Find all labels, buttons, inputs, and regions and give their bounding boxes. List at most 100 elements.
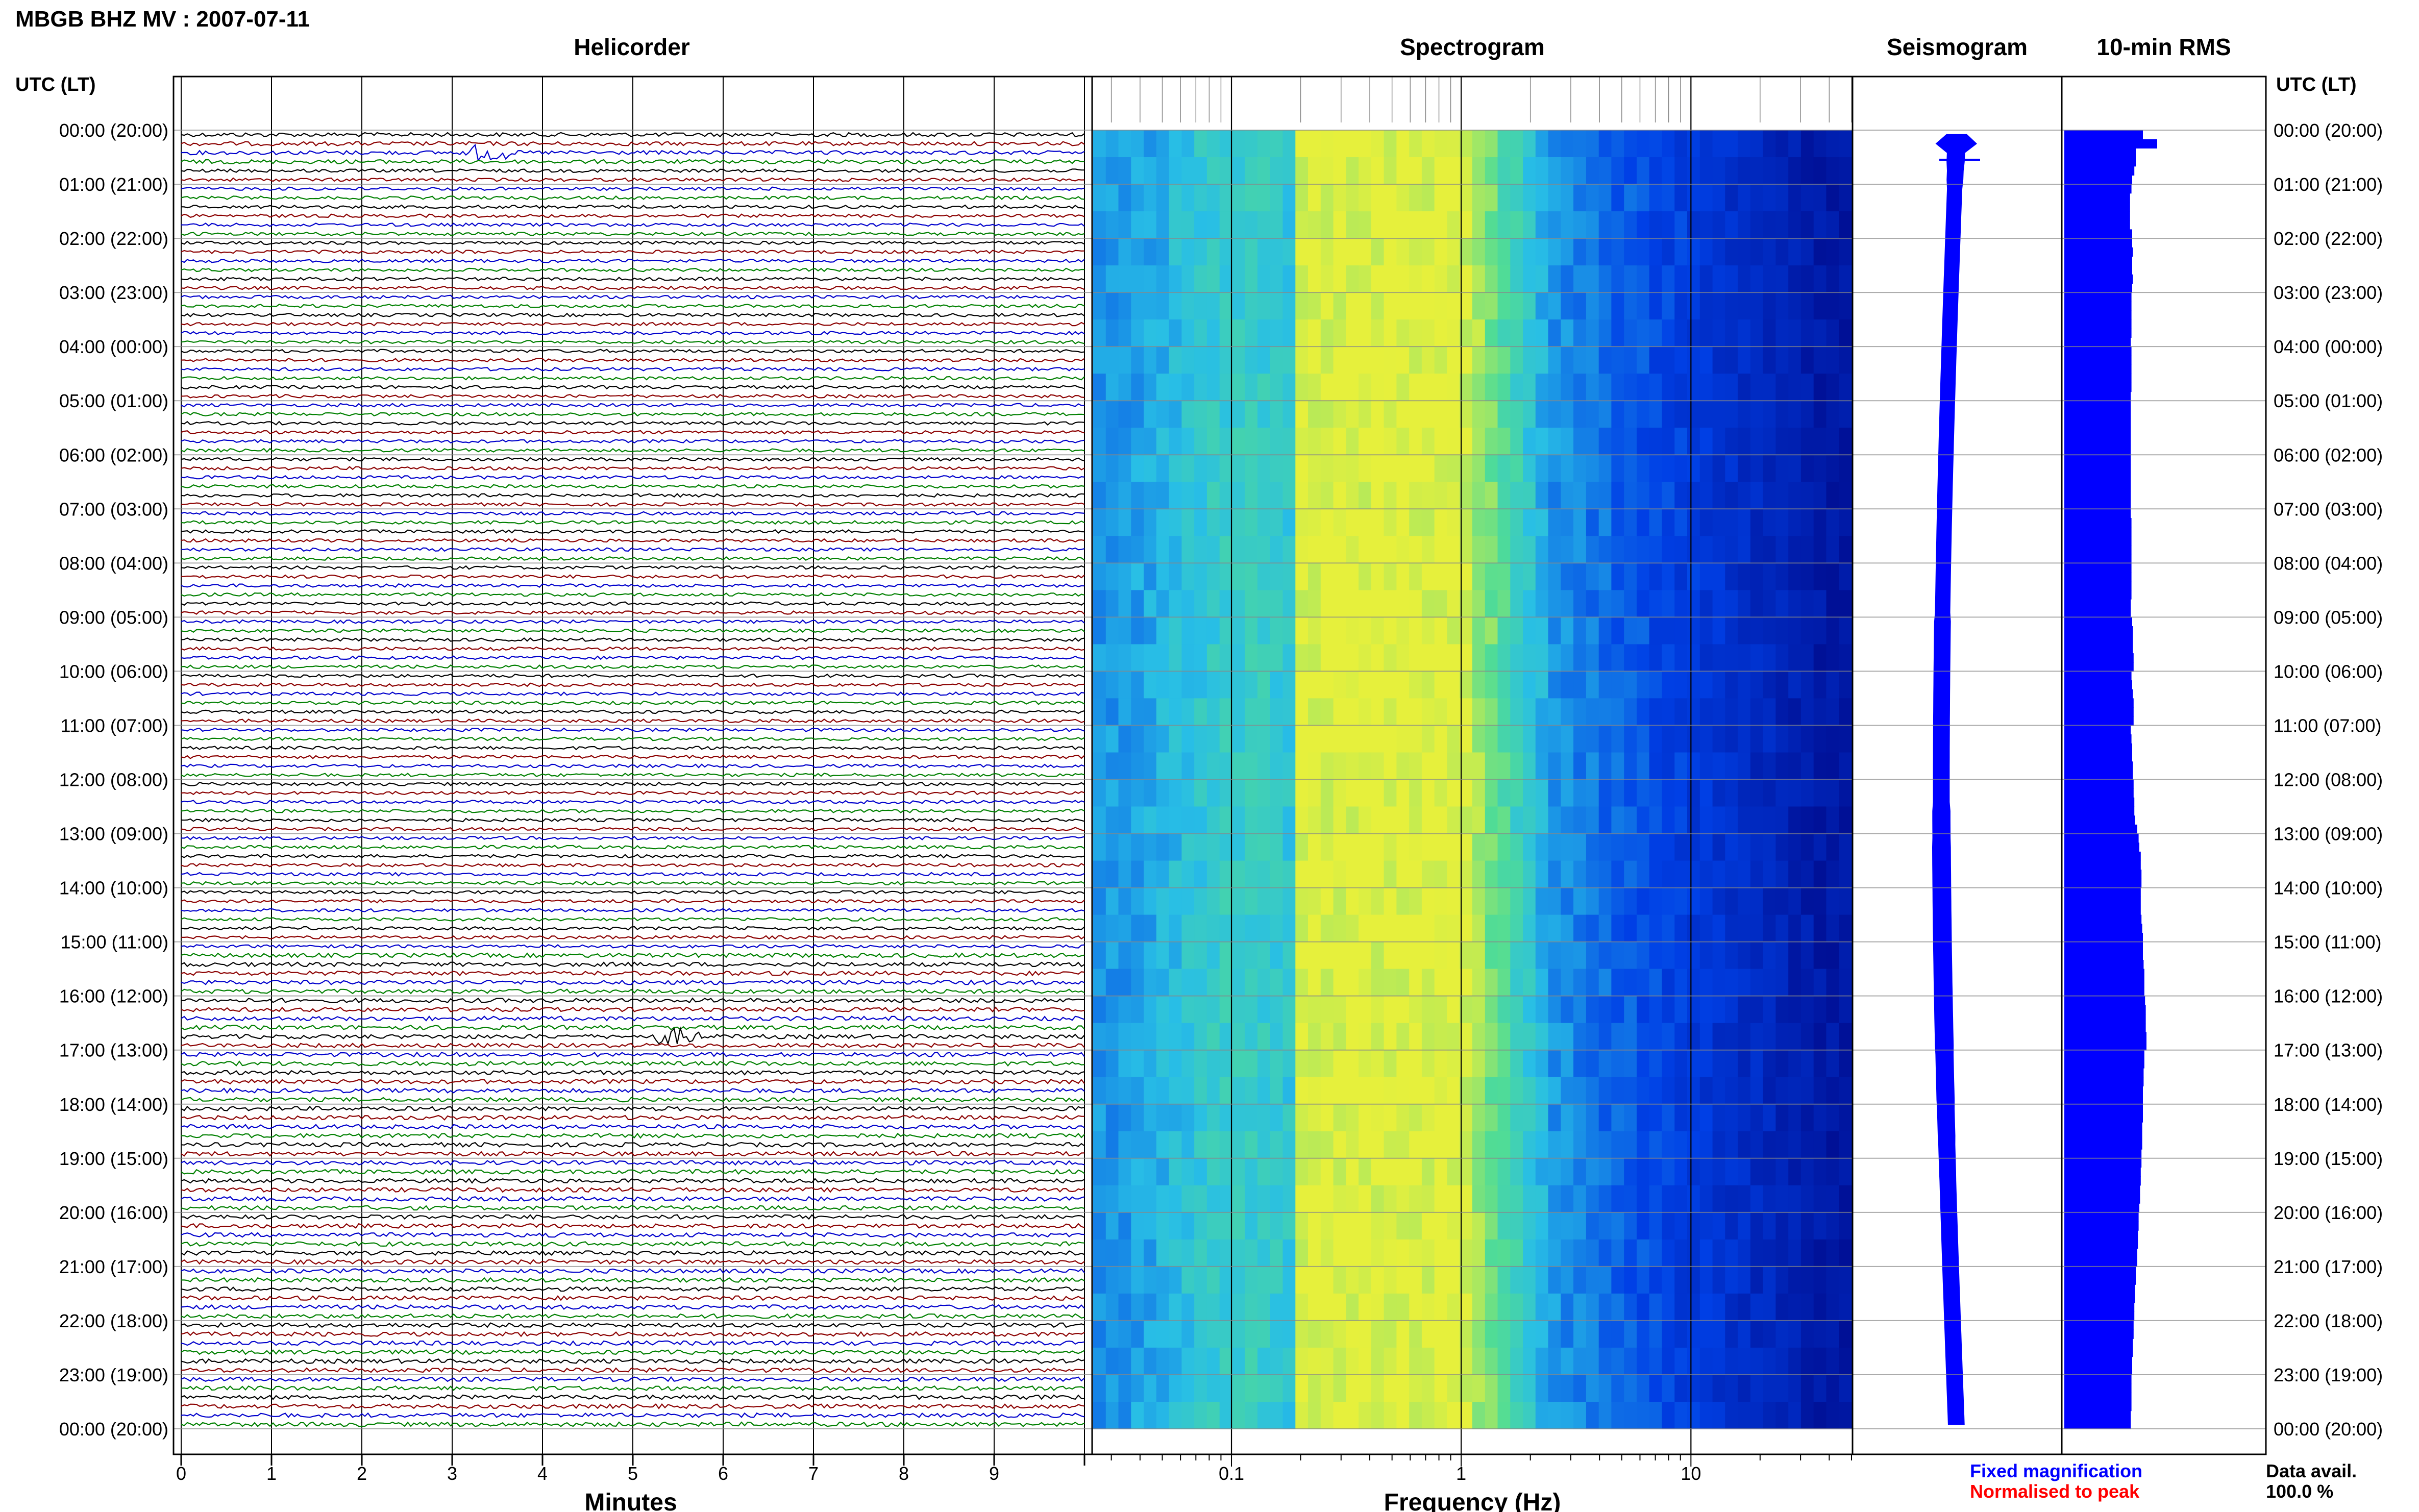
spectrogram-cell	[1295, 779, 1309, 807]
spectrogram-cell	[1206, 941, 1220, 970]
spectrogram-cell	[1788, 211, 1801, 239]
spectrogram-cell	[1169, 590, 1182, 618]
spectrogram-cell	[1535, 1212, 1549, 1240]
spectrogram-cell	[1131, 563, 1144, 591]
spectrogram-cell	[1346, 1104, 1359, 1132]
spectrogram-cell	[1333, 644, 1347, 672]
legend-normalised-to-peak: Normalised to peak	[1970, 1481, 2140, 1502]
spectrogram-cell	[1738, 725, 1751, 753]
helicorder-trace	[181, 1051, 1085, 1058]
spectrogram-cell	[1687, 671, 1700, 699]
spectrogram-cell	[1156, 184, 1170, 212]
spectrogram-cell	[1738, 590, 1751, 618]
spectrogram-cell	[1384, 1077, 1397, 1105]
hour-label-right: 12:00 (08:00)	[2274, 770, 2383, 790]
spectrogram-cell	[1712, 401, 1726, 428]
helicorder-trace	[181, 195, 1085, 201]
spectrogram-cell	[1270, 779, 1283, 807]
spectrogram-cell	[1206, 860, 1220, 888]
spectrogram-cell	[1561, 211, 1574, 239]
rms-bar	[2064, 608, 2131, 617]
spectrogram-cell	[1409, 969, 1422, 997]
spectrogram-cell	[1206, 211, 1220, 239]
helicorder-trace	[181, 952, 1085, 958]
spectrogram-cell	[1800, 536, 1814, 564]
spectrogram-cell	[1649, 374, 1663, 401]
spectrogram-cell	[1472, 914, 1486, 943]
spectrogram-cell	[1257, 374, 1271, 401]
spectrogram-cell	[1624, 860, 1637, 888]
spectrogram-cell	[1093, 1131, 1106, 1159]
spectrogram-cell	[1472, 1077, 1486, 1105]
spectrogram-cell	[1371, 1266, 1385, 1294]
spectrogram-cell	[1813, 1077, 1827, 1105]
spectrogram-cell	[1750, 590, 1764, 618]
spectrogram-cell	[1295, 752, 1309, 780]
spectrogram-cell	[1775, 1158, 1789, 1186]
spectrogram-cell	[1699, 806, 1713, 834]
spectrogram-cell	[1826, 401, 1840, 428]
spectrogram-cell	[1775, 536, 1789, 564]
spectrogram-cell	[1662, 806, 1675, 834]
spectrogram-cell	[1535, 238, 1549, 266]
spectrogram-cell	[1699, 374, 1713, 401]
spectrogram-cell	[1396, 238, 1410, 266]
spectrogram-cell	[1131, 1402, 1144, 1429]
spectrogram-cell	[1333, 184, 1347, 212]
spectrogram-cell	[1232, 509, 1245, 537]
spectrogram-cell	[1093, 1185, 1106, 1213]
spectrogram-cell	[1788, 698, 1801, 726]
rms-bar	[2064, 455, 2131, 464]
spectrogram-cell	[1472, 536, 1486, 564]
spectrogram-cell	[1181, 184, 1195, 212]
spectrogram-cell	[1359, 1158, 1372, 1186]
helicorder-trace	[181, 727, 1085, 732]
spectrogram-cell	[1282, 509, 1296, 537]
spectrogram-cell	[1194, 644, 1207, 672]
helicorder-trace	[181, 285, 1085, 290]
spectrogram-cell	[1662, 1131, 1675, 1159]
spectrogram-cell	[1535, 1185, 1549, 1213]
spectrogram-cell	[1674, 1293, 1688, 1321]
spectrogram-cell	[1206, 779, 1220, 807]
spectrogram-cell	[1813, 1402, 1827, 1429]
spectrogram-cell	[1396, 1293, 1410, 1321]
spectrogram-cell	[1118, 1266, 1132, 1294]
spectrogram-cell	[1131, 1185, 1144, 1213]
rms-bar	[2064, 698, 2134, 708]
spectrogram-cell	[1219, 644, 1233, 672]
spectrogram-cell	[1598, 509, 1612, 537]
spectrogram-cell	[1270, 1050, 1283, 1078]
spectrogram-cell	[1725, 319, 1738, 347]
helicorder-trace	[181, 1196, 1085, 1202]
spectrogram-cell	[1270, 1266, 1283, 1294]
spectrogram-cell	[1359, 184, 1372, 212]
spectrogram-cell	[1295, 211, 1309, 239]
spectrogram-cell	[1232, 428, 1245, 455]
rms-bar	[2064, 364, 2132, 374]
spectrogram-cell	[1219, 1375, 1233, 1402]
spectrogram-cell	[1181, 752, 1195, 780]
helicorder-trace	[181, 872, 1085, 877]
spectrogram-cell	[1775, 265, 1789, 293]
spectrogram-cell	[1497, 319, 1511, 347]
helicorder-trace	[181, 1241, 1085, 1247]
spectrogram-cell	[1586, 1347, 1599, 1375]
spectrogram-cell	[1144, 1131, 1157, 1159]
spectrogram-cell	[1598, 1293, 1612, 1321]
spectrogram-cell	[1270, 184, 1283, 212]
spectrogram-cell	[1586, 779, 1599, 807]
spectrogram-cell	[1384, 1131, 1397, 1159]
minute-tick-label: 5	[628, 1463, 638, 1484]
spectrogram-cell	[1270, 887, 1283, 915]
helicorder-trace	[181, 682, 1085, 687]
helicorder-trace	[181, 267, 1085, 272]
spectrogram-cell	[1447, 1050, 1461, 1078]
spectrogram-cell	[1333, 157, 1347, 185]
spectrogram-cell	[1346, 1050, 1359, 1078]
spectrogram-cell	[1813, 374, 1827, 401]
spectrogram-cell	[1472, 401, 1486, 428]
spectrogram-cell	[1169, 1293, 1182, 1321]
spectrogram-cell	[1485, 833, 1498, 861]
spectrogram-cell	[1359, 806, 1372, 834]
